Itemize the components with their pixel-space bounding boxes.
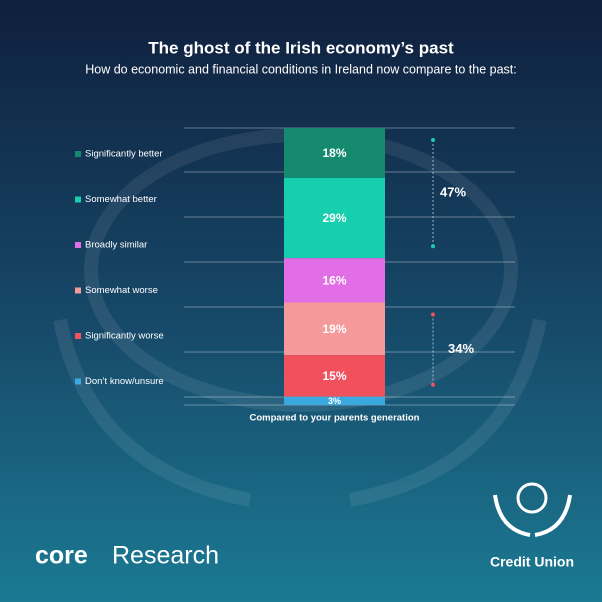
- legend-swatch: [75, 287, 81, 294]
- bracket-dot: [431, 312, 435, 317]
- brand-credit-union: Credit Union: [490, 554, 574, 570]
- chart-title: The ghost of the Irish economy’s past: [148, 38, 454, 57]
- bar-segment: [284, 302, 385, 356]
- brand-research: Research: [112, 542, 219, 570]
- bar-segment: [284, 177, 385, 259]
- credit-union-logo: [493, 482, 572, 537]
- bar-segment: [284, 128, 385, 178]
- value-label: 19%: [322, 322, 346, 336]
- bar-segment: [284, 258, 385, 303]
- legend-swatch: [75, 151, 81, 157]
- legend-label: Significantly worse: [85, 331, 164, 342]
- chart-subtitle: How do economic and financial conditions…: [85, 62, 517, 76]
- legend-swatch: [75, 378, 81, 385]
- bracket-label: 47%: [440, 185, 466, 200]
- value-label: 18%: [322, 146, 346, 160]
- bracket-dot: [431, 244, 435, 249]
- value-label: 3%: [328, 396, 341, 406]
- legend-swatch: [75, 333, 81, 339]
- bracket-dot: [431, 382, 435, 387]
- bar-segment: [284, 355, 385, 397]
- brand-core: core: [35, 542, 88, 570]
- bracket-dot: [431, 138, 435, 142]
- legend-label: Significantly better: [85, 149, 163, 160]
- value-label: 29%: [322, 211, 346, 225]
- legend-label: Broadly similar: [85, 240, 147, 251]
- legend-swatch: [75, 196, 81, 203]
- value-label: 16%: [322, 274, 346, 288]
- x-axis-label: Compared to your parents generation: [250, 413, 420, 424]
- value-label: 15%: [322, 369, 346, 383]
- bar-segment: [284, 396, 385, 405]
- bracket-label: 34%: [448, 341, 474, 356]
- legend-label: Don’t know/unsure: [85, 376, 164, 387]
- legend-label: Somewhat better: [85, 194, 157, 205]
- legend-label: Somewhat worse: [85, 285, 158, 296]
- legend-swatch: [75, 242, 81, 248]
